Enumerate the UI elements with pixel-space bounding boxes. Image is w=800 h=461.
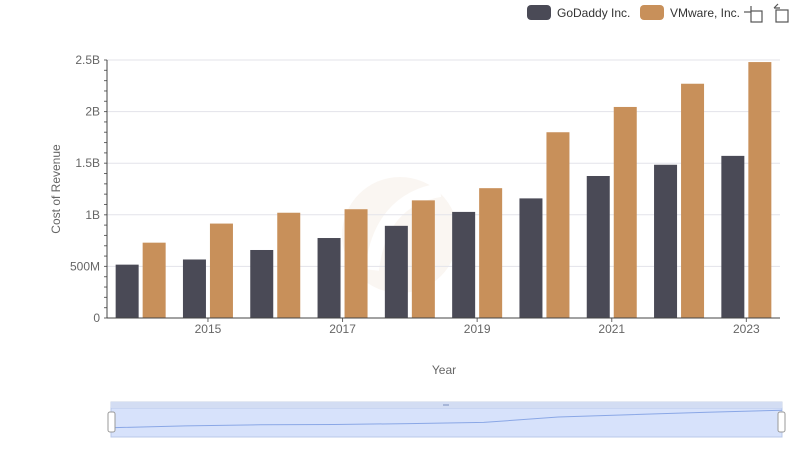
range-slider-right-handle[interactable]	[777, 411, 786, 433]
bar-godaddy-2022[interactable]	[654, 164, 678, 318]
x-axis-title: Year	[432, 363, 456, 377]
y-tick-label: 500M	[70, 259, 100, 273]
y-axis-title: Cost of Revenue	[49, 144, 63, 234]
bar-vmware-2016[interactable]	[277, 212, 301, 318]
bar-vmware-2020[interactable]	[546, 132, 570, 318]
bar-godaddy-2020[interactable]	[519, 198, 543, 318]
bar-vmware-2017[interactable]	[344, 209, 368, 318]
bar-godaddy-2023[interactable]	[721, 155, 745, 318]
y-tick-label: 0	[93, 311, 100, 325]
bar-vmware-2018[interactable]	[411, 200, 435, 318]
x-tick-label: 2019	[464, 322, 491, 336]
zoom-icon[interactable]	[744, 6, 763, 23]
bar-vmware-2023[interactable]	[748, 62, 772, 319]
bar-godaddy-2017[interactable]	[317, 238, 341, 318]
legend-swatch-vmware	[640, 5, 664, 20]
x-tick-label: 2017	[329, 322, 356, 336]
bar-vmware-2021[interactable]	[613, 106, 637, 319]
legend: GoDaddy Inc. VMware, Inc.	[527, 5, 740, 20]
y-tick-label: 1.5B	[75, 156, 100, 170]
x-tick-label: 2023	[733, 322, 760, 336]
bar-vmware-2022[interactable]	[681, 83, 705, 319]
bar-godaddy-2016[interactable]	[250, 249, 274, 318]
y-tick-label: 2B	[85, 105, 100, 119]
x-axis-ticks: 2015 2017 2019 2021 2023	[195, 318, 760, 336]
x-tick-label: 2021	[598, 322, 625, 336]
y-axis-ticks: 0 500M 1B 1.5B 2B 2.5B	[70, 53, 100, 325]
bar-vmware-2015[interactable]	[209, 223, 233, 318]
y-tick-label: 2.5B	[75, 53, 100, 67]
bars	[115, 62, 772, 319]
legend-label-vmware: VMware, Inc.	[670, 6, 740, 20]
legend-label-godaddy: GoDaddy Inc.	[557, 6, 630, 20]
bar-godaddy-2019[interactable]	[452, 211, 476, 318]
y-tick-label: 1B	[85, 208, 100, 222]
bar-godaddy-2018[interactable]	[384, 225, 408, 318]
x-tick-label: 2015	[195, 322, 222, 336]
bar-godaddy-2015[interactable]	[182, 259, 206, 318]
reset-icon[interactable]	[773, 3, 789, 23]
bar-godaddy-2014[interactable]	[115, 264, 139, 318]
bar-vmware-2014[interactable]	[142, 242, 166, 318]
legend-item-godaddy[interactable]: GoDaddy Inc.	[527, 5, 630, 20]
range-slider-left-handle[interactable]	[107, 411, 116, 433]
range-slider[interactable]	[107, 401, 786, 438]
legend-item-vmware[interactable]: VMware, Inc.	[640, 5, 740, 20]
range-slider-preview-line	[110, 409, 783, 429]
bar-godaddy-2021[interactable]	[586, 175, 610, 318]
legend-swatch-godaddy	[527, 5, 551, 20]
bar-vmware-2019[interactable]	[479, 188, 503, 318]
